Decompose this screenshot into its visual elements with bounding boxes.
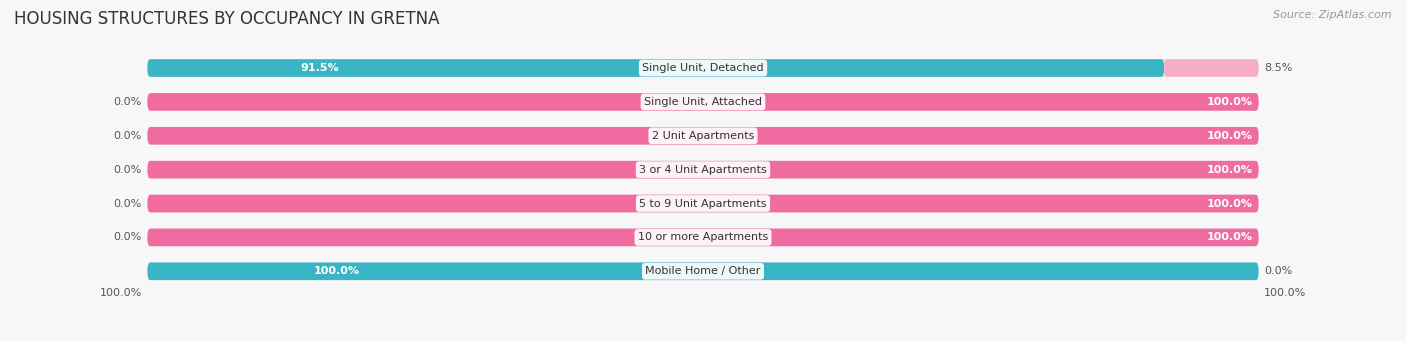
Text: HOUSING STRUCTURES BY OCCUPANCY IN GRETNA: HOUSING STRUCTURES BY OCCUPANCY IN GRETN…	[14, 10, 440, 28]
Text: 10 or more Apartments: 10 or more Apartments	[638, 233, 768, 242]
Text: 2 Unit Apartments: 2 Unit Apartments	[652, 131, 754, 141]
Text: 0.0%: 0.0%	[114, 233, 142, 242]
FancyBboxPatch shape	[148, 93, 1258, 111]
FancyBboxPatch shape	[148, 59, 1258, 77]
FancyBboxPatch shape	[148, 195, 1258, 212]
Text: 100.0%: 100.0%	[314, 266, 360, 276]
Text: 0.0%: 0.0%	[114, 198, 142, 209]
FancyBboxPatch shape	[148, 59, 1164, 77]
Text: 0.0%: 0.0%	[1264, 266, 1292, 276]
FancyBboxPatch shape	[148, 263, 1258, 280]
FancyBboxPatch shape	[148, 228, 1258, 246]
Text: 5 to 9 Unit Apartments: 5 to 9 Unit Apartments	[640, 198, 766, 209]
Text: 0.0%: 0.0%	[114, 165, 142, 175]
Text: 0.0%: 0.0%	[114, 131, 142, 141]
Text: Source: ZipAtlas.com: Source: ZipAtlas.com	[1274, 10, 1392, 20]
Text: 100.0%: 100.0%	[1206, 97, 1253, 107]
Text: Single Unit, Detached: Single Unit, Detached	[643, 63, 763, 73]
FancyBboxPatch shape	[148, 161, 1258, 178]
Text: 100.0%: 100.0%	[100, 288, 142, 298]
Text: 100.0%: 100.0%	[1206, 131, 1253, 141]
FancyBboxPatch shape	[148, 127, 1258, 145]
Text: 100.0%: 100.0%	[1206, 198, 1253, 209]
Text: 0.0%: 0.0%	[114, 97, 142, 107]
Text: Single Unit, Attached: Single Unit, Attached	[644, 97, 762, 107]
FancyBboxPatch shape	[148, 93, 1258, 111]
Text: 91.5%: 91.5%	[299, 63, 339, 73]
FancyBboxPatch shape	[148, 228, 1258, 246]
Text: Mobile Home / Other: Mobile Home / Other	[645, 266, 761, 276]
Text: 100.0%: 100.0%	[1206, 165, 1253, 175]
FancyBboxPatch shape	[148, 195, 1258, 212]
Text: 3 or 4 Unit Apartments: 3 or 4 Unit Apartments	[640, 165, 766, 175]
FancyBboxPatch shape	[1164, 59, 1258, 77]
Text: 100.0%: 100.0%	[1206, 233, 1253, 242]
FancyBboxPatch shape	[148, 263, 1258, 280]
FancyBboxPatch shape	[148, 127, 1258, 145]
Text: 100.0%: 100.0%	[1264, 288, 1306, 298]
Text: 8.5%: 8.5%	[1264, 63, 1292, 73]
FancyBboxPatch shape	[148, 161, 1258, 178]
